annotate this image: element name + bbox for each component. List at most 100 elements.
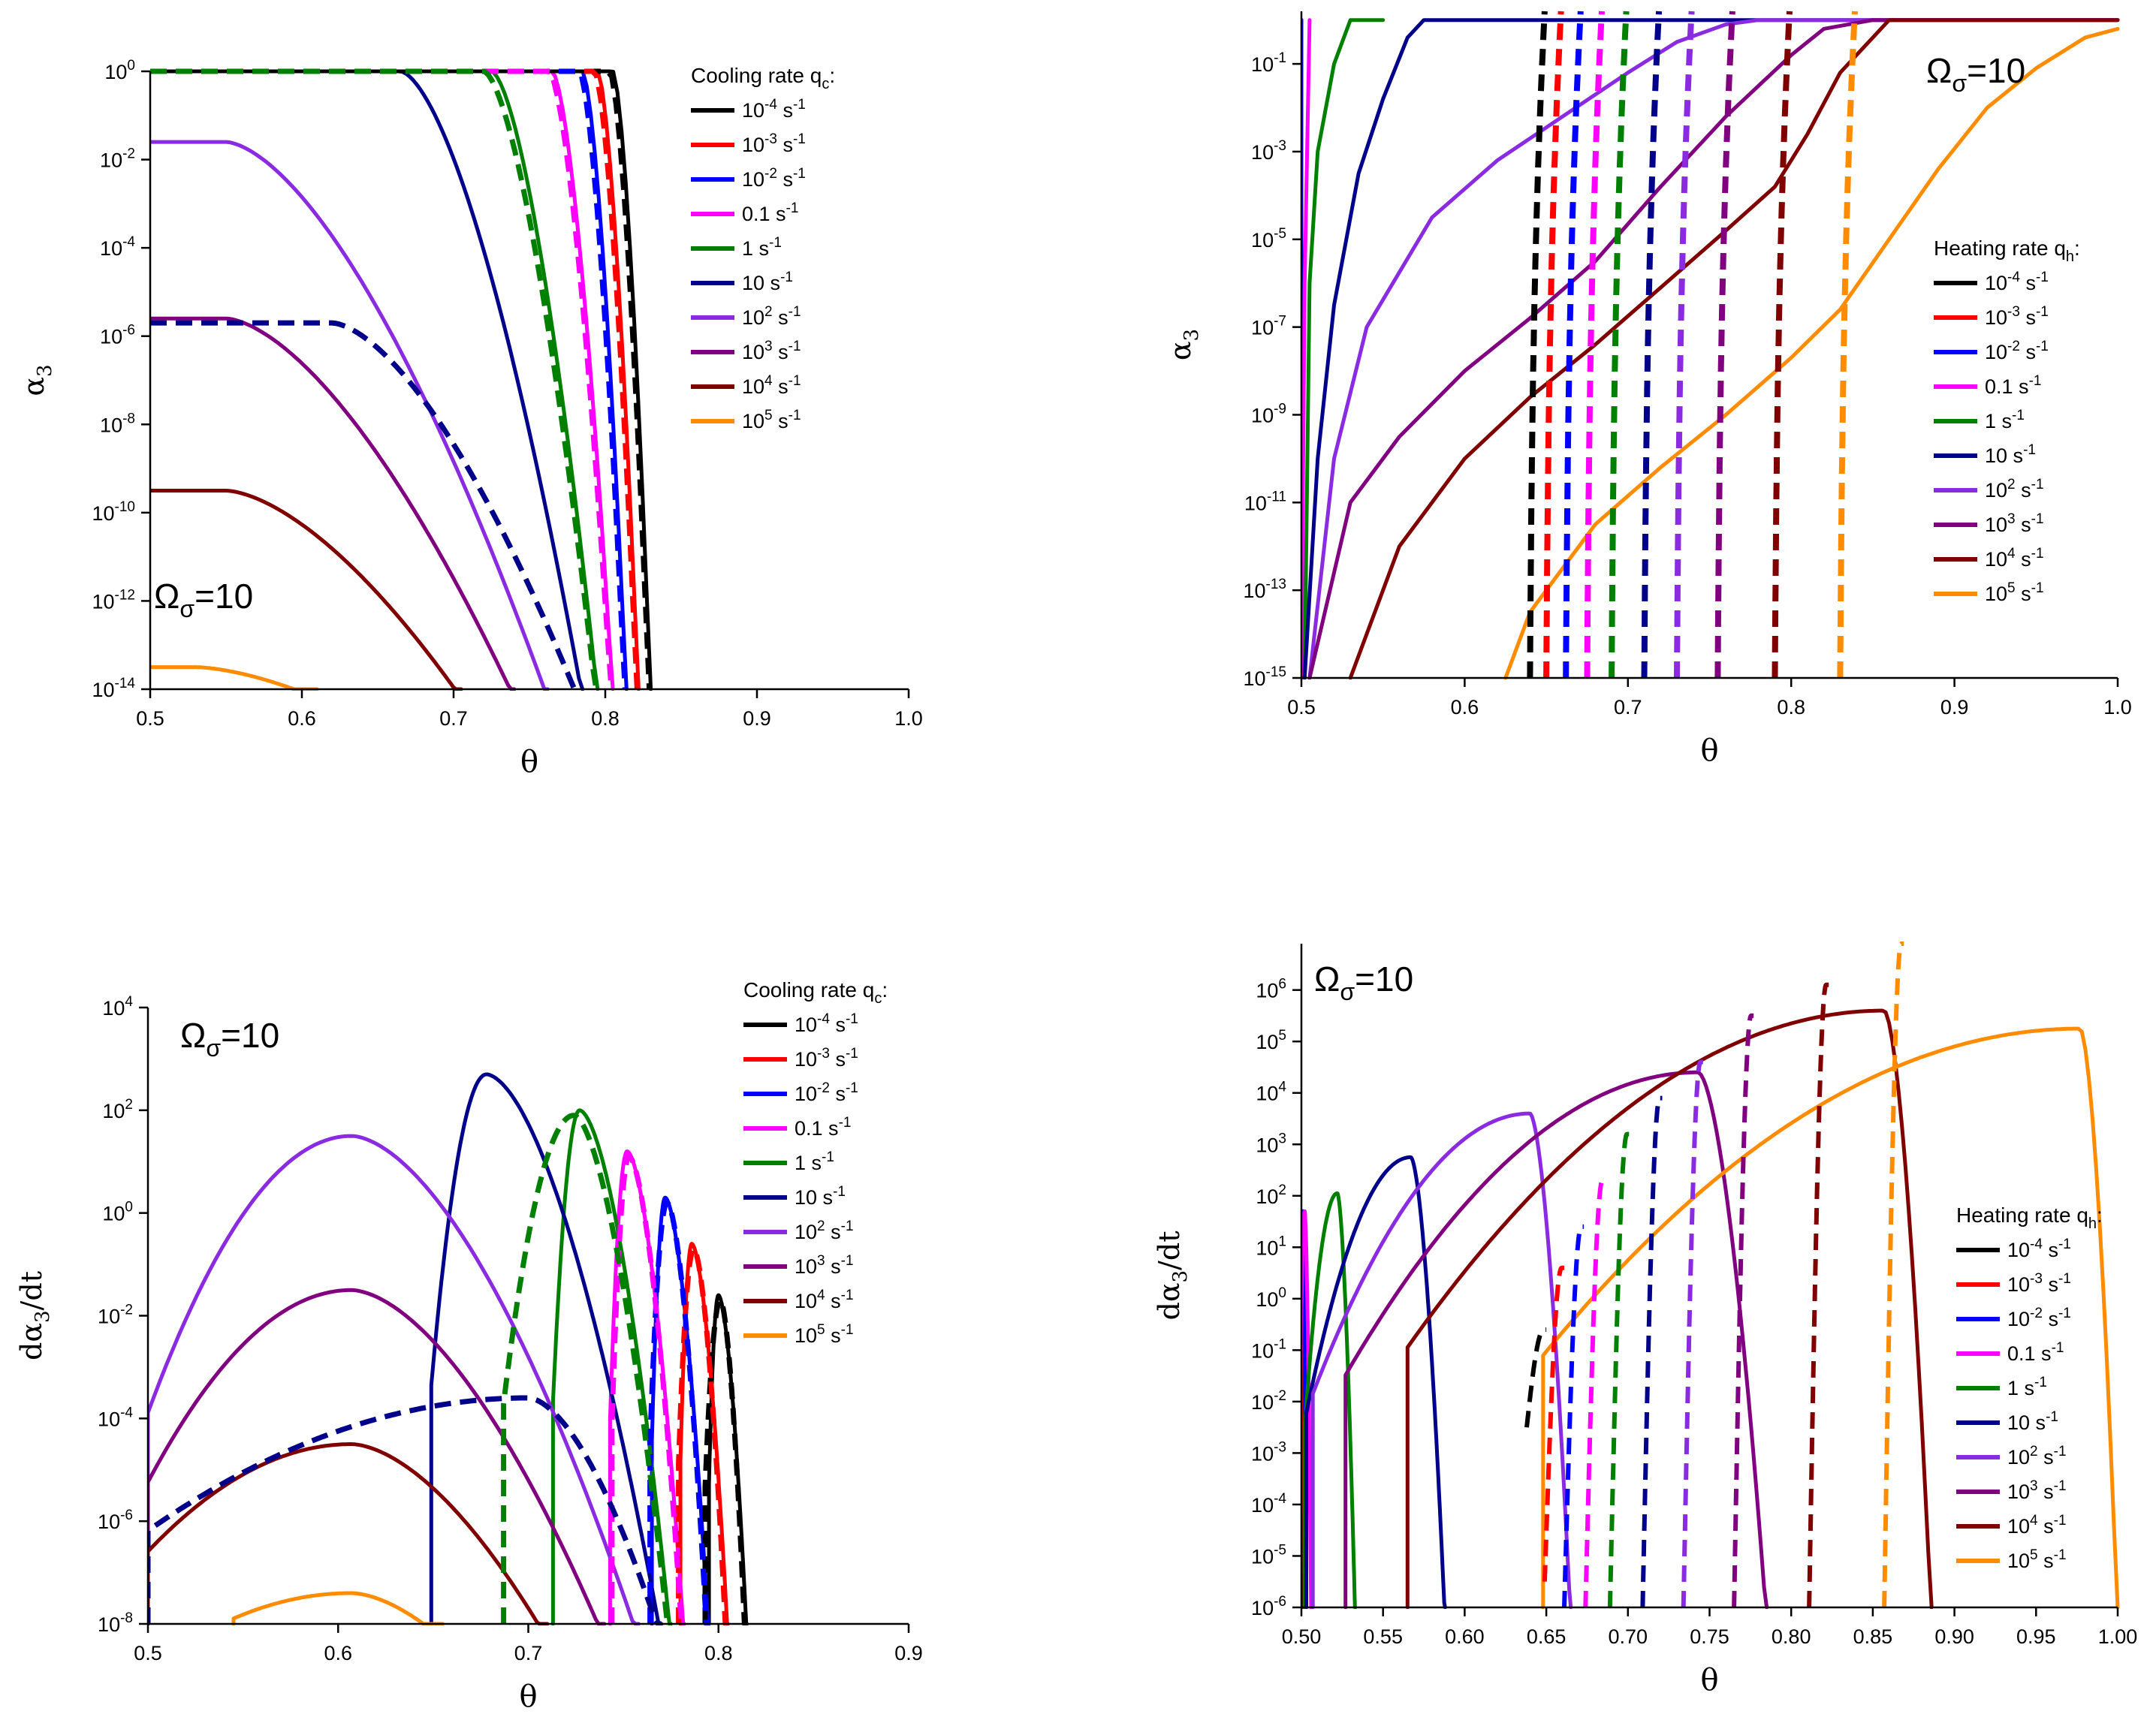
chart-panel-bottom-right: 0.50 0.55 0.60 0.65 0.70 0.75 0.80 0.85 0.90 0.95… [1153,941,2138,1697]
legend-entry: 10-4 s-1 [795,1011,858,1036]
y-tick-label: 10-6 [1251,1594,1286,1619]
omega-annotation: Ωσ=10 [154,577,253,622]
dashed-series-line [1681,1059,1705,1608]
y-tick-label: 10-5 [1251,226,1286,252]
dashed-series-line [1607,1131,1632,1608]
legend-entry: 104 s-1 [795,1288,854,1312]
x-axis-label: θ [520,745,538,779]
x-tick-label: 1.0 [894,707,923,730]
x-tick-label: 0.75 [1690,1625,1729,1648]
legend-entry: 103 s-1 [742,339,801,363]
y-tick-label: 10-12 [92,587,135,613]
x-tick-label: 0.6 [324,1642,352,1664]
legend-entry: 103 s-1 [2007,1478,2067,1503]
legend-entry: 0.1 s-1 [1985,373,2041,398]
dashed-series-line [501,1113,671,1625]
series-line [1310,1111,1573,1609]
legend-entry: 10 s-1 [795,1184,846,1209]
dashed-series-line [1674,11,1695,679]
y-tick-label: 10-7 [1251,314,1286,339]
dashed-series-line [1640,1095,1664,1608]
y-tick-label: 10-14 [92,676,135,701]
series-line [1302,18,2120,679]
dashed-series-line [1584,11,1605,679]
x-tick-label: 0.85 [1853,1625,1893,1648]
legend-entry: 104 s-1 [742,373,801,398]
dashed-series-line [1524,1327,1548,1428]
legend-entry: 104 s-1 [2007,1513,2067,1538]
legend-entry: 102 s-1 [795,1218,854,1243]
series-line [148,1134,641,1625]
legend-entry: 10 s-1 [742,270,793,294]
dashed-series-line [1882,941,1906,1608]
dashed-series-line [1542,1265,1566,1582]
legend-entry: 103 s-1 [795,1253,854,1278]
y-tick-label: 100 [1256,1285,1286,1311]
series-line [148,1288,607,1625]
legend-entry: 105 s-1 [2007,1547,2067,1572]
dashed-series-line [150,320,578,691]
dashed-series-line [1837,11,1858,679]
series-line [1301,18,1312,679]
x-tick-label: 0.7 [1614,696,1642,718]
legend-entry: 1 s-1 [1985,408,2025,432]
legend-entry: 10-2 s-1 [1985,339,2049,363]
legend-title: Heating rate qh: [1934,236,2080,265]
legend-entry: 10-2 s-1 [742,166,806,191]
series-line [1302,18,1386,679]
dashed-series-line [647,1200,710,1625]
x-axis-label: θ [1700,1663,1718,1697]
y-tick-label: 10-5 [1251,1542,1286,1568]
dashed-series-line [1563,11,1584,679]
y-tick-label: 10-2 [1251,1388,1286,1414]
x-tick-label: 0.5 [1287,696,1316,718]
dashed-series-line [1732,1013,1756,1608]
dashed-series-line [1527,11,1548,679]
x-tick-label: 0.70 [1609,1625,1648,1648]
legend-entry: 102 s-1 [742,304,801,329]
legend-entry: 105 s-1 [795,1322,854,1347]
chart-panel-top-left: 0.5 0.6 0.7 0.8 0.9 1.0 100 10-2 10-4 10-6 10-8 10-… [17,58,923,779]
y-tick-label: 104 [1256,1080,1286,1105]
x-tick-label: 0.5 [134,1642,162,1664]
dashed-series-line [609,1153,685,1625]
series-line [1343,1070,1769,1609]
x-tick-label: 0.95 [2016,1625,2056,1648]
y-tick-label: 106 [1256,977,1286,1002]
legend-entry: 105 s-1 [1985,580,2044,605]
y-tick-label: 10-8 [98,1610,133,1636]
x-tick-label: 0.9 [894,1642,923,1664]
legend-entry: 10 s-1 [1985,442,2036,467]
y-tick-label: 104 [102,994,133,1020]
legend-entry: 102 s-1 [2007,1444,2067,1468]
y-tick-label: 10-2 [98,1303,133,1328]
legend-entry: 10-3 s-1 [795,1046,858,1071]
legend-entry: 103 s-1 [1985,511,2044,536]
x-tick-label: 0.5 [136,707,164,730]
legend-entry: 10-2 s-1 [2007,1306,2071,1330]
legend-entry: 10-4 s-1 [2007,1237,2071,1261]
y-axis-label: α3 [1164,329,1203,360]
chart-panel-bottom-left: 0.5 0.6 0.7 0.8 0.9 104 102 100 10-2 10-4 10-6 10-8… [15,978,923,1714]
series-line [1541,1026,2120,1609]
legend-entry: 10-4 s-1 [1985,270,2049,294]
y-tick-label: 101 [1256,1234,1286,1259]
y-tick-label: 10-1 [1251,50,1286,76]
x-tick-label: 1.00 [2098,1625,2138,1648]
y-tick-label: 105 [1256,1028,1286,1053]
y-tick-label: 100 [104,58,135,83]
y-tick-label: 10-3 [1251,138,1286,164]
legend-entry: 105 s-1 [742,408,801,432]
y-tick-label: 10-4 [1251,1491,1286,1517]
legend-entry: 104 s-1 [1985,546,2044,571]
series-line [150,316,517,691]
legend-entry: 0.1 s-1 [795,1115,851,1140]
omega-annotation: Ωσ=10 [180,1016,279,1062]
series-line [150,140,550,691]
dashed-series-line [1714,11,1735,679]
legend-entry: 10 s-1 [2007,1409,2058,1434]
y-axis-label: α3 [17,364,56,396]
x-tick-label: 0.65 [1527,1625,1566,1648]
y-tick-label: 100 [102,1200,133,1225]
